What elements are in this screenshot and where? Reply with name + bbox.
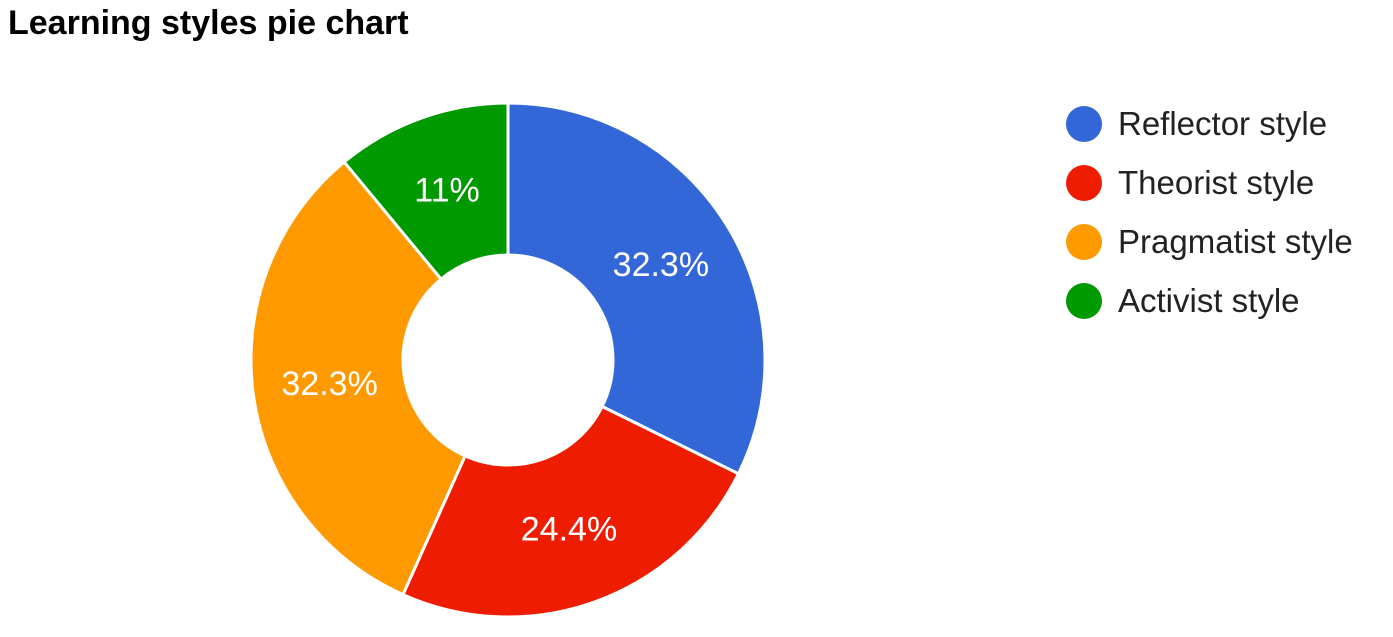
slice-label-reflector: 32.3% (613, 246, 709, 284)
legend-label-reflector: Reflector style (1118, 104, 1328, 142)
chart-title: Learning styles pie chart (8, 4, 409, 42)
slice-label-pragmatist: 32.3% (281, 365, 377, 403)
legend-item-pragmatist[interactable]: Pragmatist style (1066, 212, 1353, 271)
legend-swatch-activist (1066, 282, 1102, 319)
legend-label-theorist: Theorist style (1118, 163, 1315, 201)
legend-swatch-pragmatist (1066, 223, 1102, 260)
slice-theorist[interactable] (400, 404, 741, 619)
legend-label-pragmatist: Pragmatist style (1118, 222, 1353, 260)
slice-reflector[interactable] (506, 101, 767, 476)
legend-item-activist[interactable]: Activist style (1066, 271, 1353, 330)
legend-item-theorist[interactable]: Theorist style (1066, 153, 1353, 212)
legend-swatch-reflector (1066, 105, 1102, 142)
slice-pragmatist[interactable] (249, 159, 468, 597)
slice-activist[interactable] (342, 101, 510, 282)
legend-item-reflector[interactable]: Reflector style (1066, 94, 1353, 153)
legend-label-activist: Activist style (1118, 281, 1300, 319)
slice-label-theorist: 24.4% (521, 510, 617, 548)
slice-label-activist: 11% (414, 172, 480, 210)
legend: Reflector style Theorist style Pragmatis… (1066, 94, 1353, 330)
legend-swatch-theorist (1066, 164, 1102, 201)
